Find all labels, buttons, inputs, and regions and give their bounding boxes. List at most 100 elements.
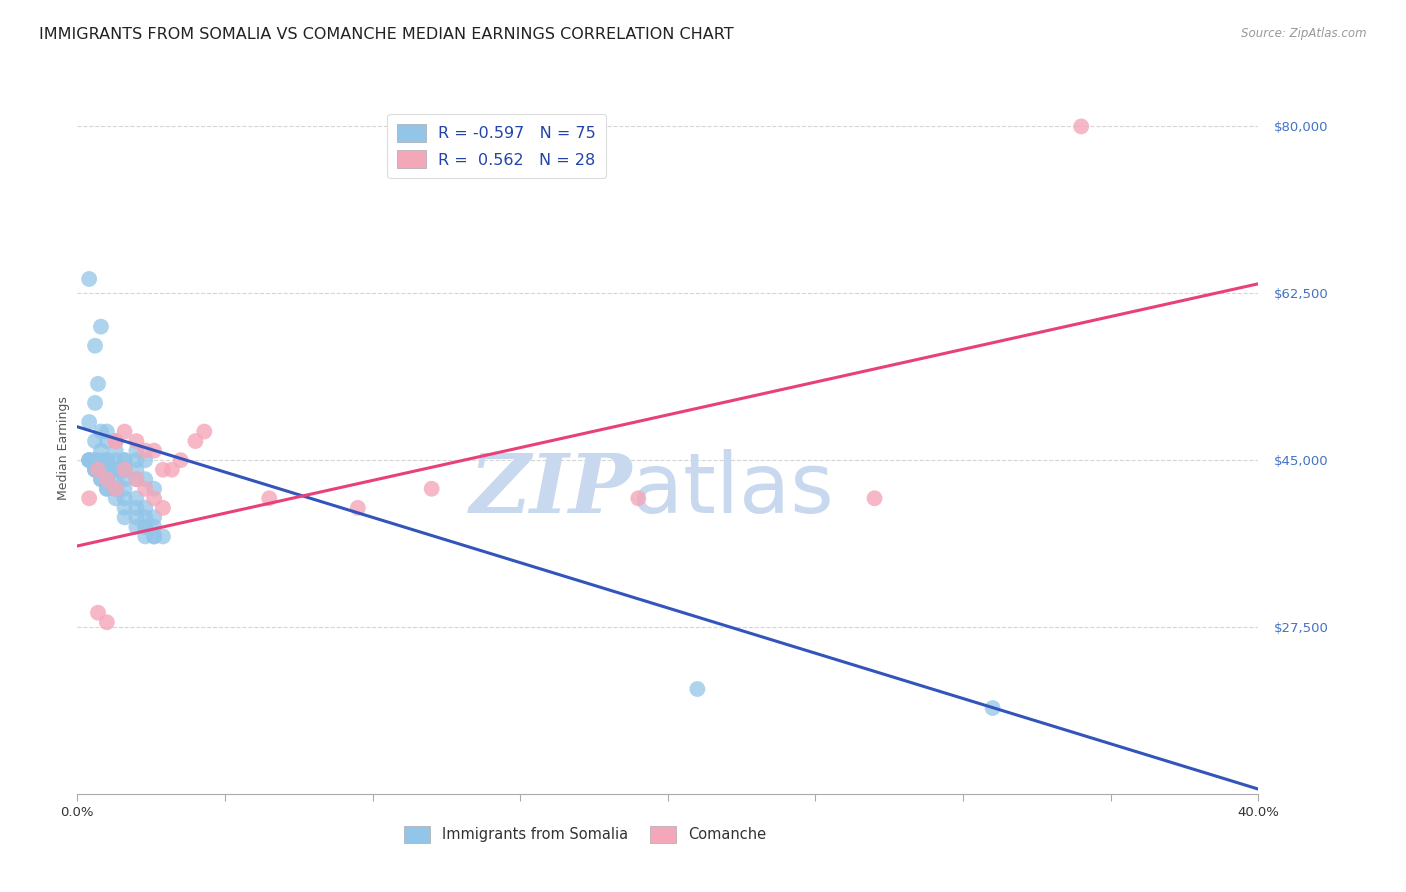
- Point: [114, 510, 136, 524]
- Point: [96, 472, 118, 486]
- Point: [346, 500, 368, 515]
- Point: [143, 482, 166, 496]
- Point: [84, 463, 107, 477]
- Point: [125, 434, 148, 448]
- Point: [87, 376, 110, 391]
- Text: ZIP: ZIP: [470, 450, 633, 530]
- Point: [686, 681, 709, 696]
- Point: [193, 425, 215, 439]
- Point: [160, 463, 183, 477]
- Point: [114, 463, 136, 477]
- Point: [125, 443, 148, 458]
- Point: [90, 425, 112, 439]
- Point: [96, 472, 118, 486]
- Point: [143, 491, 166, 506]
- Point: [77, 453, 100, 467]
- Point: [96, 453, 118, 467]
- Point: [104, 434, 127, 448]
- Point: [125, 453, 148, 467]
- Point: [104, 463, 127, 477]
- Point: [627, 491, 650, 506]
- Point: [104, 453, 127, 467]
- Point: [77, 415, 100, 429]
- Point: [90, 443, 112, 458]
- Point: [90, 463, 112, 477]
- Point: [134, 520, 156, 534]
- Point: [134, 443, 156, 458]
- Point: [96, 425, 118, 439]
- Point: [96, 463, 118, 477]
- Point: [125, 463, 148, 477]
- Point: [96, 453, 118, 467]
- Point: [114, 472, 136, 486]
- Point: [84, 453, 107, 467]
- Point: [104, 434, 127, 448]
- Point: [143, 510, 166, 524]
- Point: [143, 520, 166, 534]
- Point: [114, 463, 136, 477]
- Point: [77, 272, 100, 286]
- Point: [125, 491, 148, 506]
- Point: [134, 472, 156, 486]
- Point: [96, 615, 118, 630]
- Point: [863, 491, 886, 506]
- Point: [134, 500, 156, 515]
- Point: [87, 463, 110, 477]
- Point: [104, 434, 127, 448]
- Point: [90, 319, 112, 334]
- Point: [981, 701, 1004, 715]
- Point: [152, 529, 174, 543]
- Point: [125, 472, 148, 486]
- Point: [143, 529, 166, 543]
- Point: [134, 453, 156, 467]
- Point: [170, 453, 193, 467]
- Point: [125, 510, 148, 524]
- Point: [143, 529, 166, 543]
- Point: [77, 453, 100, 467]
- Point: [84, 434, 107, 448]
- Point: [104, 463, 127, 477]
- Point: [143, 443, 166, 458]
- Point: [104, 472, 127, 486]
- Point: [104, 482, 127, 496]
- Point: [77, 491, 100, 506]
- Point: [84, 453, 107, 467]
- Point: [87, 606, 110, 620]
- Point: [96, 463, 118, 477]
- Point: [152, 463, 174, 477]
- Point: [96, 482, 118, 496]
- Point: [420, 482, 443, 496]
- Point: [90, 453, 112, 467]
- Point: [114, 463, 136, 477]
- Point: [114, 453, 136, 467]
- Point: [104, 463, 127, 477]
- Point: [114, 463, 136, 477]
- Point: [134, 529, 156, 543]
- Point: [259, 491, 281, 506]
- Point: [125, 472, 148, 486]
- Point: [114, 491, 136, 506]
- Point: [134, 510, 156, 524]
- Point: [114, 482, 136, 496]
- Point: [90, 472, 112, 486]
- Point: [125, 500, 148, 515]
- Point: [125, 520, 148, 534]
- Text: IMMIGRANTS FROM SOMALIA VS COMANCHE MEDIAN EARNINGS CORRELATION CHART: IMMIGRANTS FROM SOMALIA VS COMANCHE MEDI…: [39, 27, 734, 42]
- Point: [114, 425, 136, 439]
- Point: [77, 453, 100, 467]
- Point: [96, 434, 118, 448]
- Point: [1070, 120, 1092, 134]
- Point: [114, 500, 136, 515]
- Point: [84, 339, 107, 353]
- Point: [114, 453, 136, 467]
- Point: [134, 482, 156, 496]
- Point: [84, 463, 107, 477]
- Point: [184, 434, 207, 448]
- Point: [104, 482, 127, 496]
- Text: Source: ZipAtlas.com: Source: ZipAtlas.com: [1241, 27, 1367, 40]
- Point: [104, 491, 127, 506]
- Point: [104, 482, 127, 496]
- Point: [84, 396, 107, 410]
- Text: atlas: atlas: [633, 450, 834, 530]
- Point: [134, 520, 156, 534]
